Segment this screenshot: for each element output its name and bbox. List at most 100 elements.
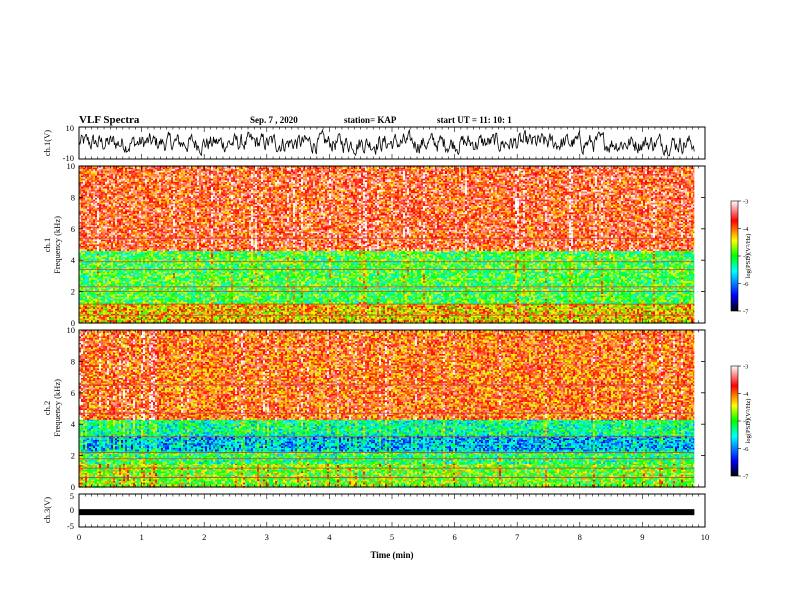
- spectrogram-cell: [87, 224, 89, 226]
- spectrogram-cell: [85, 241, 87, 243]
- spectrogram-cell: [83, 211, 85, 213]
- spectrogram-cell: [91, 307, 93, 309]
- spectrogram-cell: [81, 265, 83, 267]
- spectrogram-cell: [89, 244, 91, 246]
- spectrogram-cell: [81, 180, 83, 182]
- spectrogram-cell: [81, 193, 83, 195]
- spectrogram-cell: [89, 254, 91, 256]
- spectrogram-cell: [81, 225, 83, 227]
- spectrogram-cell: [87, 193, 89, 195]
- spectrogram-cell: [85, 297, 87, 299]
- spectrogram-cell: [89, 192, 91, 194]
- spectrogram-cell: [91, 214, 93, 216]
- spectrogram-cell: [85, 251, 87, 253]
- spectrogram-cell: [85, 299, 87, 301]
- spectrogram-cell: [87, 195, 89, 197]
- spectrogram-cell: [87, 217, 89, 219]
- spectrogram-cell: [85, 208, 87, 210]
- spectrogram-cell: [89, 317, 91, 319]
- spectrogram-cell: [85, 182, 87, 184]
- spectrogram-cell: [87, 244, 89, 246]
- spectrogram-cell: [91, 254, 93, 256]
- spectrogram-cell: [91, 319, 93, 321]
- spectrogram-cell: [83, 180, 85, 182]
- spectrogram-cell: [89, 179, 91, 181]
- spectrogram-cell: [87, 292, 89, 294]
- spectrogram-cell: [85, 312, 87, 314]
- spectrogram-cell: [81, 264, 83, 266]
- spectrogram-cell: [89, 320, 91, 322]
- spectrogram-cell: [83, 296, 85, 298]
- ch1-ylabel: ch.1(V): [42, 130, 52, 156]
- spectrogram-cell: [81, 248, 83, 250]
- spectrogram-cell: [85, 306, 87, 308]
- spectrogram-cell: [89, 187, 91, 189]
- spectrogram-cell: [85, 203, 87, 205]
- spectrogram-cell: [87, 222, 89, 224]
- spectrogram-cell: [81, 311, 83, 313]
- spectrogram-cell: [87, 233, 89, 235]
- spectrogram-cell: [87, 192, 89, 194]
- spectrogram-cell: [87, 168, 89, 170]
- spectrogram-cell: [91, 272, 93, 274]
- spectrogram-cell: [91, 224, 93, 226]
- spectrogram-cell: [81, 222, 83, 224]
- spectrogram-cell: [91, 289, 93, 291]
- spectrogram-cell: [89, 319, 91, 321]
- spectrogram-cell: [87, 259, 89, 261]
- spectrogram-cell: [81, 284, 83, 286]
- spectrogram-cell: [89, 168, 91, 170]
- spectrogram-cell: [87, 182, 89, 184]
- spectrogram-cell: [81, 262, 83, 264]
- spectrogram-cell: [87, 248, 89, 250]
- spectrogram-cell: [91, 296, 93, 298]
- spectrogram-cell: [89, 275, 91, 277]
- spectrogram-cell: [81, 281, 83, 283]
- spectrogram-cell: [87, 184, 89, 186]
- spectrogram-cell: [81, 211, 83, 213]
- spectrogram-cell: [91, 228, 93, 230]
- spectrogram-cell: [85, 184, 87, 186]
- spectrogram-cell: [83, 280, 85, 282]
- spectrogram-cell: [81, 289, 83, 291]
- spectrogram-cell: [89, 241, 91, 243]
- spectrogram-cell: [81, 203, 83, 205]
- spectrogram-cell: [81, 320, 83, 322]
- spectrogram-cell: [85, 257, 87, 259]
- spectrogram-cell: [89, 288, 91, 290]
- spectrogram-cell: [85, 319, 87, 321]
- spectrogram-cell: [85, 309, 87, 311]
- spectrogram-cell: [81, 204, 83, 206]
- spectrogram-cell: [87, 220, 89, 222]
- spectrogram-cell: [89, 265, 91, 267]
- spectrogram-cell: [89, 208, 91, 210]
- spectrogram-cell: [83, 217, 85, 219]
- spectrogram-cell: [89, 257, 91, 259]
- spectrogram-cell: [91, 190, 93, 192]
- spectrogram-cell: [85, 177, 87, 179]
- spectrogram-cell: [81, 174, 83, 176]
- spectrogram-cell: [83, 200, 85, 202]
- spectrogram-cell: [87, 312, 89, 314]
- spectrogram-cell: [87, 281, 89, 283]
- spectrogram-cell: [81, 275, 83, 277]
- spectrogram-cell: [87, 257, 89, 259]
- spectrogram-cell: [85, 244, 87, 246]
- spectrogram-cell: [83, 283, 85, 285]
- spectrogram-cell: [85, 256, 87, 258]
- spectrogram-cell: [81, 188, 83, 190]
- spectrogram-cell: [91, 176, 93, 178]
- spectrogram-cell: [83, 240, 85, 242]
- spectrogram-cell: [83, 206, 85, 208]
- spectrogram-cell: [89, 280, 91, 282]
- spectrogram-cell: [87, 252, 89, 254]
- spectrogram-cell: [91, 217, 93, 219]
- spectrogram-cell: [91, 232, 93, 234]
- spectrogram-cell: [83, 311, 85, 313]
- spectrogram-cell: [89, 216, 91, 218]
- spectrogram-cell: [87, 216, 89, 218]
- spectrogram-cell: [87, 276, 89, 278]
- spectrogram-cell: [89, 195, 91, 197]
- spectrogram-cell: [87, 307, 89, 309]
- spectrogram-cell: [87, 319, 89, 321]
